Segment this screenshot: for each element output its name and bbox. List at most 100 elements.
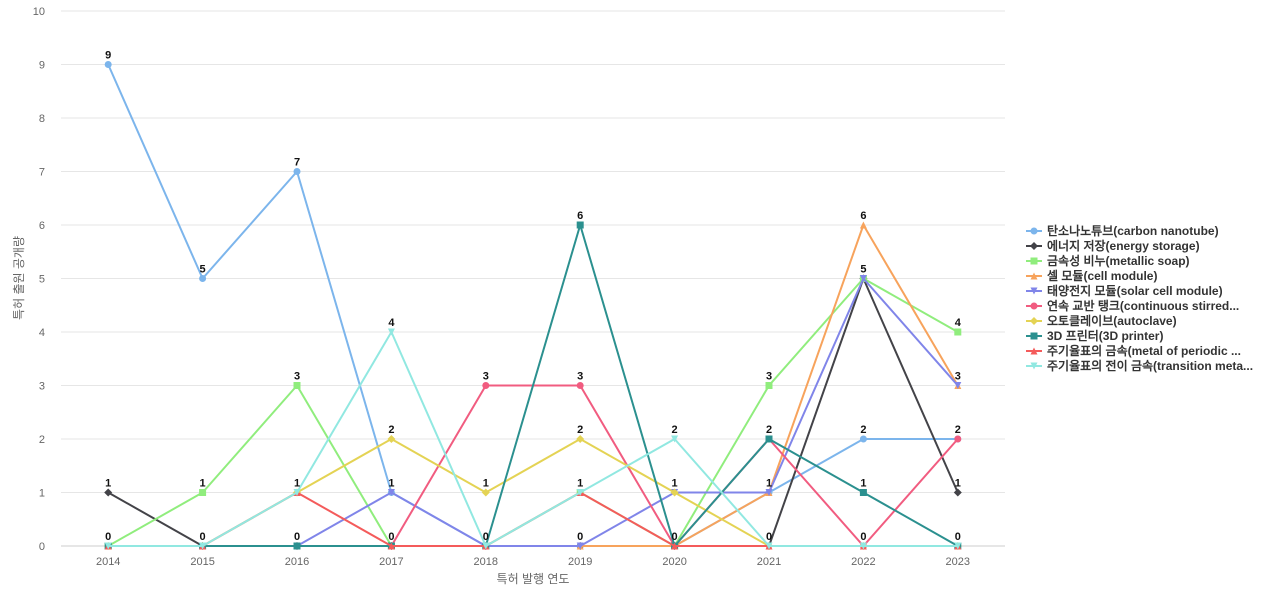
data-label: 0	[955, 531, 961, 543]
data-point[interactable]	[576, 542, 584, 550]
data-point[interactable]	[576, 435, 585, 443]
data-label: 1	[200, 478, 206, 490]
data-point[interactable]	[954, 542, 962, 550]
data-label: 0	[483, 531, 489, 543]
data-point[interactable]	[387, 328, 395, 336]
data-label: 0	[766, 531, 772, 543]
data-point[interactable]	[576, 489, 584, 496]
data-label: 1	[388, 478, 394, 490]
data-label: 0	[388, 531, 394, 543]
x-tick-label: 2015	[190, 556, 214, 568]
data-point[interactable]	[765, 542, 773, 550]
data-label: 2	[672, 424, 678, 436]
series	[104, 328, 962, 550]
legend-swatch	[1026, 362, 1042, 369]
legend-item[interactable]: 오토클레이브(autoclave)	[1026, 313, 1253, 328]
legend-item[interactable]: 주기율표의 금속(metal of periodic ...	[1026, 343, 1253, 358]
data-label: 2	[955, 424, 961, 436]
legend-item[interactable]: 금속성 비누(metallic soap)	[1026, 253, 1253, 268]
data-point[interactable]	[670, 488, 679, 497]
data-label: 2	[577, 424, 583, 436]
x-axis-ticks: 2014 2015 2016 2017 2018 2019 2020 2021 2022 2023	[96, 556, 970, 568]
data-label: 1	[672, 478, 678, 490]
data-point[interactable]	[199, 542, 207, 550]
x-tick-label: 2021	[757, 556, 781, 568]
data-point[interactable]	[293, 382, 301, 389]
data-point[interactable]	[671, 435, 679, 443]
data-point[interactable]	[576, 382, 584, 389]
legend-marker	[1030, 287, 1038, 294]
data-point[interactable]	[859, 542, 867, 550]
x-tick-label: 2020	[662, 556, 686, 568]
data-point[interactable]	[482, 542, 490, 550]
x-tick-label: 2016	[285, 556, 309, 568]
legend-item[interactable]: 탄소나노튜브(carbon nanotube)	[1026, 223, 1253, 238]
data-point[interactable]	[954, 328, 962, 336]
y-tick-label: 8	[39, 113, 45, 125]
y-tick-label: 2	[39, 434, 45, 446]
data-label: 7	[294, 157, 300, 169]
data-label: 0	[105, 531, 111, 543]
data-label: 1	[955, 478, 961, 490]
legend-item[interactable]: 연속 교반 탱크(continuous stirred...	[1026, 298, 1253, 313]
data-point[interactable]	[104, 488, 113, 497]
data-point[interactable]	[765, 489, 773, 496]
y-axis-title: 특허 출원 공개량	[12, 236, 26, 320]
data-point[interactable]	[387, 435, 396, 443]
y-tick-label: 3	[39, 381, 45, 393]
legend-item[interactable]: 에너지 저장(energy storage)	[1026, 238, 1253, 253]
data-point[interactable]	[104, 61, 112, 68]
data-label: 4	[955, 317, 962, 329]
legend-item[interactable]: 셀 모듈(cell module)	[1026, 268, 1253, 283]
data-point[interactable]	[199, 489, 207, 496]
data-label: 2	[766, 424, 772, 436]
legend-item[interactable]: 주기율표의 전이 금속(transition meta...	[1026, 358, 1253, 373]
legend-label: 금속성 비누(metallic soap)	[1047, 254, 1190, 268]
x-tick-label: 2014	[96, 556, 120, 568]
data-point[interactable]	[387, 542, 395, 550]
data-point[interactable]	[859, 221, 867, 229]
y-tick-label: 7	[39, 167, 45, 179]
data-label: 0	[294, 531, 300, 543]
data-point[interactable]	[293, 542, 301, 550]
data-point[interactable]	[482, 382, 490, 389]
data-point[interactable]	[954, 382, 962, 389]
legend-item[interactable]: 3D 프린터(3D printer)	[1026, 328, 1253, 343]
data-label: 1	[294, 478, 300, 490]
data-point[interactable]	[765, 435, 773, 443]
data-point[interactable]	[387, 489, 395, 496]
legend-swatch	[1026, 241, 1042, 250]
data-point[interactable]	[859, 489, 867, 496]
legend-marker	[1030, 241, 1038, 250]
data-point[interactable]	[293, 489, 301, 496]
series-line[interactable]	[108, 331, 958, 547]
series-line[interactable]	[108, 224, 959, 547]
data-point[interactable]	[671, 542, 679, 550]
legend: 탄소나노튜브(carbon nanotube) 에너지 저장(energy sto…	[1026, 223, 1253, 373]
legend-swatch	[1026, 227, 1042, 234]
x-axis-title: 특허 발행 연도	[497, 571, 570, 586]
data-point[interactable]	[199, 275, 207, 282]
data-point[interactable]	[576, 221, 584, 229]
data-point[interactable]	[293, 168, 301, 175]
legend-item[interactable]: 태양전지 모듈(solar cell module)	[1026, 283, 1253, 298]
data-point[interactable]	[859, 275, 867, 282]
data-point[interactable]	[104, 542, 112, 550]
data-point[interactable]	[953, 488, 962, 497]
data-label: 1	[766, 478, 772, 490]
legend-swatch	[1026, 257, 1042, 264]
legend-marker	[1030, 302, 1038, 309]
legend-label: 셀 모듈(cell module)	[1047, 269, 1158, 283]
y-tick-label: 0	[39, 541, 45, 553]
x-tick-label: 2019	[568, 556, 592, 568]
data-point[interactable]	[954, 435, 962, 443]
series	[104, 274, 962, 550]
x-tick-label: 2022	[851, 556, 875, 568]
data-point[interactable]	[481, 488, 490, 497]
data-point[interactable]	[765, 382, 773, 389]
legend-label: 주기율표의 전이 금속(transition meta...	[1047, 359, 1254, 373]
data-point[interactable]	[859, 435, 867, 443]
y-tick-label: 10	[33, 6, 45, 18]
y-tick-label: 5	[39, 274, 45, 286]
y-axis-ticks: 0 1 2 3 4 5 6 7 8 9 10	[33, 6, 45, 553]
